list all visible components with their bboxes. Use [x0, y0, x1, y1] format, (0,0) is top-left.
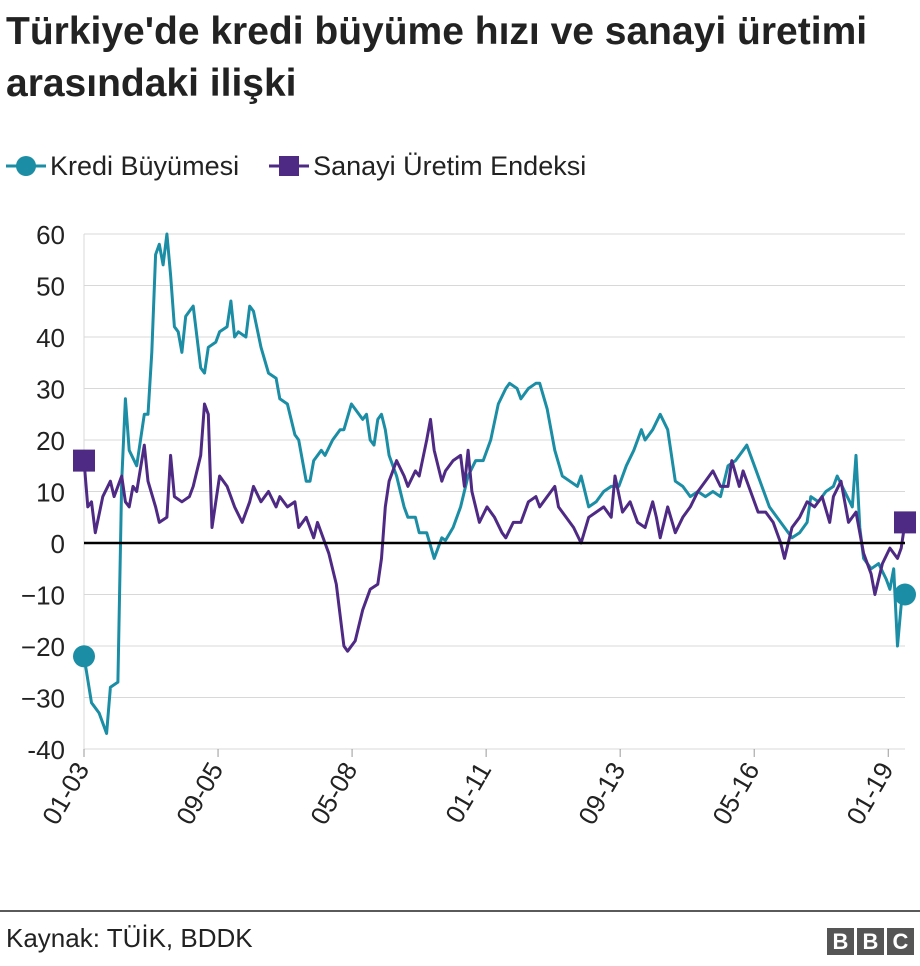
chart-title: Türkiye'de kredi büyüme hızı ve sanayi ü…	[6, 10, 868, 105]
y-tick-label: 30	[36, 375, 65, 405]
y-tick-label: 50	[36, 272, 65, 302]
y-tick-label: 60	[36, 220, 65, 250]
bbc-logo: B B C	[827, 928, 914, 955]
y-tick-label: −10	[21, 581, 65, 611]
x-tick-label: 09-13	[572, 757, 631, 830]
y-tick-label: 10	[36, 478, 65, 508]
y-tick-label: 20	[36, 426, 65, 456]
start-point-kredi	[73, 645, 95, 668]
y-tick-label: 0	[51, 529, 65, 559]
y-tick-label: -40	[27, 735, 65, 765]
end-point-kredi	[894, 583, 916, 606]
y-tick-label: −20	[21, 632, 65, 662]
legend-item-kredi: Kredi Büyümesi	[6, 151, 239, 182]
x-tick-label: 01-03	[36, 757, 95, 830]
logo-letter: B	[827, 928, 854, 955]
x-tick-label: 05-16	[706, 757, 765, 830]
logo-letter: B	[857, 928, 884, 955]
series-line-sanayi	[82, 402, 907, 653]
footer-divider	[0, 910, 920, 912]
x-tick-label: 09-05	[170, 757, 229, 830]
logo-letter: C	[887, 928, 914, 955]
y-tick-label: 40	[36, 323, 65, 353]
x-tick-label: 01-19	[840, 757, 899, 830]
x-tick-label: 05-08	[304, 757, 363, 830]
legend-item-sanayi: Sanayi Üretim Endeksi	[269, 151, 586, 182]
end-point-sanayi	[894, 511, 916, 534]
circle-marker-icon	[6, 156, 46, 176]
legend-label-sanayi: Sanayi Üretim Endeksi	[313, 150, 587, 181]
series-line-kredi	[82, 232, 907, 735]
y-tick-label: −30	[21, 684, 65, 714]
square-marker-icon	[269, 156, 310, 176]
x-tick-label: 01-11	[439, 757, 497, 828]
start-point-sanayi	[73, 449, 95, 472]
source-note: Kaynak: TÜİK, BDDK	[6, 923, 253, 953]
legend-label-kredi: Kredi Büyümesi	[50, 150, 240, 181]
legend: Kredi Büyümesi Sanayi Üretim Endeksi	[6, 144, 616, 188]
